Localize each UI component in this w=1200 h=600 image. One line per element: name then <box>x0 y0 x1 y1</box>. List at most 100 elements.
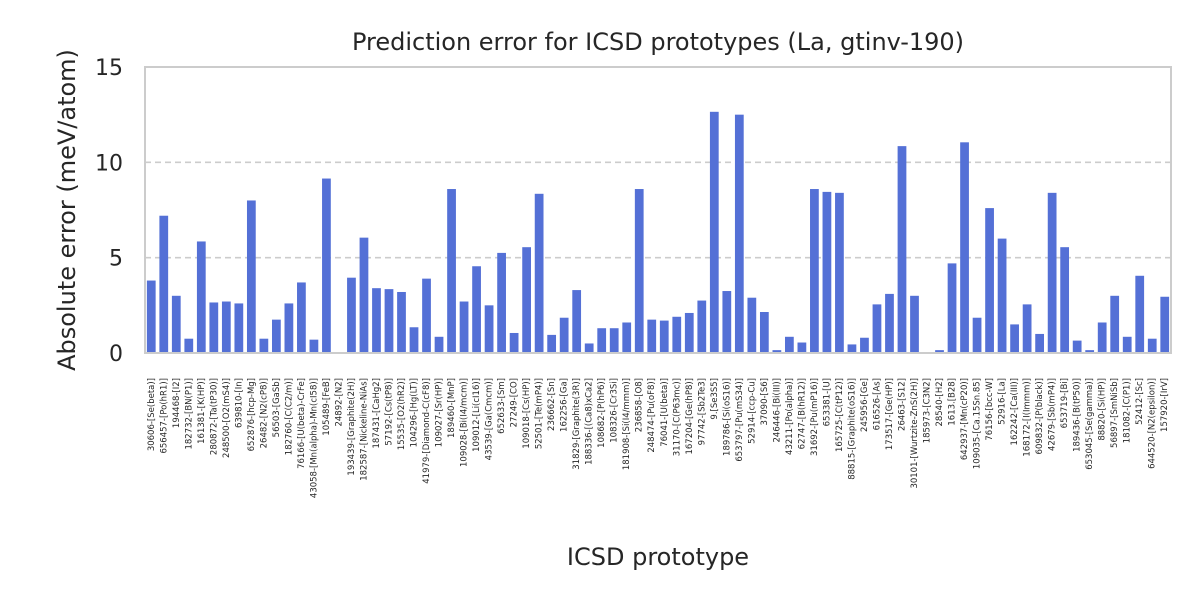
x-tick-label: 24892-[N2] <box>334 378 344 427</box>
x-tick-label: 189460-[MnP] <box>447 378 457 438</box>
x-tick-label: 30101-[Wurtzite-ZnS(2H)] <box>910 378 920 489</box>
x-tick-label: 656457-[Po(hR1)] <box>159 378 169 454</box>
x-tick-label: 161381-[K(HP)] <box>197 378 207 444</box>
y-tick-label: 15 <box>95 56 123 81</box>
x-tick-label: 105489-[FeB] <box>322 378 332 436</box>
bar <box>196 241 206 353</box>
bar <box>972 317 982 353</box>
bar <box>872 304 882 353</box>
x-tick-label: 642937-[Mn(cP20)] <box>960 378 970 460</box>
x-tick-label: 644520-[N2(epsilon)] <box>1148 378 1158 469</box>
bar <box>847 344 857 353</box>
bar <box>797 342 807 353</box>
y-axis-label: Absolute error (meV/atom) <box>53 49 81 371</box>
x-tick-label: 109035-[Ca.15Sn.85] <box>973 378 983 469</box>
bar <box>246 200 256 353</box>
x-tick-label: 609832-[P(black)] <box>1035 378 1045 454</box>
bar <box>822 191 832 353</box>
x-tick-label: 109018-[Cs(HP)] <box>522 378 532 449</box>
x-tick-label: 193439-[Graphite(2H)] <box>347 378 357 476</box>
bar <box>522 247 532 353</box>
y-axis-ticks: 0 5 10 15 <box>95 56 123 367</box>
bar <box>1022 304 1032 353</box>
x-tick-label: 109027-[Sr(HP)] <box>435 378 445 447</box>
bar <box>359 237 369 353</box>
x-tick-label: 43058-[Mn(alpha)-Mn(cI58)] <box>309 378 319 498</box>
x-tick-label: 56503-[GaSb] <box>272 378 282 437</box>
x-tick-label: 157920-[IrV] <box>1160 378 1170 432</box>
bar <box>309 339 319 353</box>
x-tick-label: 248500-[O2(mS4)] <box>222 378 232 458</box>
bar <box>146 280 156 353</box>
bar <box>1110 295 1120 353</box>
bar <box>1135 275 1145 353</box>
x-tick-label: 30606-[Se(beta)] <box>147 378 157 451</box>
x-tick-label: 52916-[La] <box>998 378 1008 425</box>
x-tick-label: 42679-[Sb(mP4)] <box>1048 378 1058 451</box>
x-tick-label: 248474-[Pu(oF8)] <box>647 378 657 453</box>
y-tick-label: 10 <box>95 151 123 176</box>
x-tick-label: 246446-[Bi(III)] <box>772 378 782 443</box>
x-tick-label: 27249-[CO] <box>510 378 520 427</box>
bar <box>897 146 907 353</box>
x-tick-label: 109012-[Li(cI16)] <box>472 378 482 452</box>
bar <box>997 238 1007 353</box>
bar <box>484 305 494 353</box>
bar <box>1060 247 1070 353</box>
x-tick-label: 52412-[Sc] <box>1135 378 1145 425</box>
x-tick-label: 168172-[I(Immm)] <box>1023 378 1033 457</box>
plot-frame <box>144 66 1172 354</box>
x-tick-label: 31692-[Pu(mP16)] <box>810 378 820 456</box>
x-tick-label: 653381-[U] <box>822 378 832 426</box>
bar <box>271 319 281 353</box>
bar <box>784 336 794 353</box>
x-tick-label: 76156-[bcc-W] <box>985 378 995 441</box>
x-tick-label: 187431-[CaHg2] <box>372 378 382 449</box>
bar <box>547 334 557 353</box>
bar <box>647 319 657 353</box>
bar <box>372 288 381 353</box>
x-tick-label: 108682-[P(hP6)] <box>597 378 607 448</box>
bar <box>409 327 419 353</box>
x-tick-label: 26482-[N2(cP8)] <box>259 378 269 448</box>
x-tick-label: 653797-[Pu(mS34)] <box>735 378 745 462</box>
x-tick-label: 188336-[(Ca8)xCa2] <box>585 378 595 465</box>
x-tick-label: 639810-[In] <box>234 378 244 428</box>
bar <box>860 337 869 353</box>
x-tick-label: 236662-[Sn] <box>547 378 557 431</box>
x-tick-label: 88815-[Graphite(oS16)] <box>847 378 857 480</box>
bar <box>447 189 456 353</box>
bar <box>1047 192 1057 353</box>
bar <box>935 350 944 353</box>
bar <box>1072 340 1082 353</box>
x-tick-label: 28540-[H2] <box>935 378 945 427</box>
x-tick-label: 194468-[I2] <box>172 378 182 428</box>
x-tick-label: 173517-[Ge(HP)] <box>885 378 895 450</box>
bar <box>234 303 244 353</box>
bar <box>634 189 644 353</box>
y-tick-label: 5 <box>109 247 123 272</box>
chart-title: Prediction error for ICSD prototypes (La… <box>352 28 964 56</box>
x-tick-label: 97742-[Sb2Te3] <box>697 378 707 445</box>
bar <box>985 208 994 353</box>
x-tick-label: 653719-[Bi] <box>1060 378 1070 428</box>
x-tick-label: 76166-[U(beta)-CrFe] <box>297 378 307 469</box>
x-tick-label: 43211-[Po(alpha)] <box>785 378 795 455</box>
bar <box>534 193 544 353</box>
bar <box>221 301 231 353</box>
bar <box>747 297 757 353</box>
x-tick-label: 15535-[O2(hR2)] <box>397 378 407 450</box>
bar <box>709 111 719 353</box>
bar <box>697 300 707 353</box>
x-tick-label: 280872-[Ta(tP30)] <box>209 378 219 455</box>
x-tick-label: 182732-[BN(P1)] <box>184 378 194 450</box>
x-tick-label: 104296-[Hg(LT)] <box>410 378 420 447</box>
bar <box>509 332 519 353</box>
bar <box>572 290 582 353</box>
bar <box>171 295 181 353</box>
bar <box>159 215 169 353</box>
bar <box>684 312 694 353</box>
x-tick-label: 245956-[Ge] <box>860 378 870 432</box>
y-tick-label: 0 <box>109 342 123 367</box>
bar <box>734 114 744 354</box>
